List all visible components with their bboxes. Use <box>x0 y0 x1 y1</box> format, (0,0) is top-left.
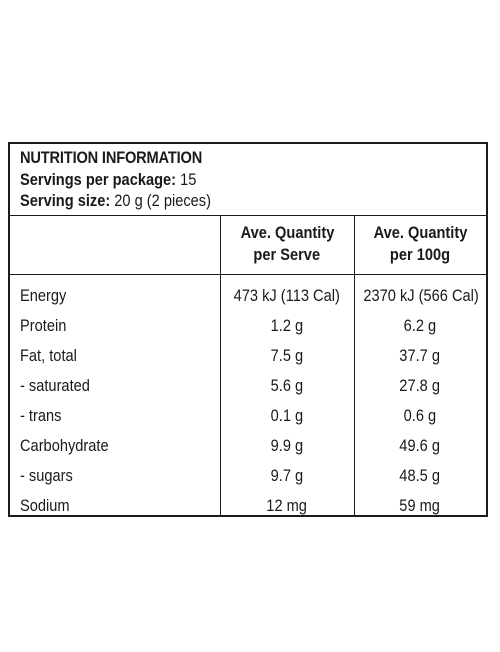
table-row: Sodium 12 mg 59 mg <box>10 492 486 522</box>
serving-size-value: 20 g (2 pieces) <box>114 191 211 210</box>
per-serve-value: 473 kJ (113 Cal) <box>233 286 341 305</box>
table-row: - sugars 9.7 g 48.5 g <box>10 462 486 492</box>
per-100g-line2: per 100g <box>389 245 451 264</box>
per-serve-line2: per Serve <box>253 245 321 264</box>
serving-size: Serving size: 20 g (2 pieces) <box>20 190 421 211</box>
nutrient-name: Carbohydrate <box>20 436 109 455</box>
column-header-per-100g: Ave. Quantity per 100g <box>354 222 486 266</box>
per-serve-value: 1.2 g <box>270 316 304 335</box>
servings-per-package: Servings per package: 15 <box>20 169 421 190</box>
nutrient-name: Energy <box>20 286 67 305</box>
table-row: - trans 0.1 g 0.6 g <box>10 402 486 432</box>
column-header-divider <box>10 274 486 275</box>
table-row: Protein 1.2 g 6.2 g <box>10 312 486 342</box>
nutrient-name: Sodium <box>20 496 70 515</box>
per-100g-value: 2370 kJ (566 Cal) <box>363 286 479 305</box>
per-100g-value: 37.7 g <box>399 346 441 365</box>
per-serve-line1: Ave. Quantity <box>240 223 334 242</box>
per-100g-value: 49.6 g <box>399 436 441 455</box>
panel-title: NUTRITION INFORMATION <box>20 148 203 167</box>
per-serve-value: 7.5 g <box>270 346 304 365</box>
column-divider-1 <box>220 216 221 515</box>
servings-label: Servings per package: <box>20 170 177 189</box>
column-divider-2 <box>354 216 355 515</box>
table-row: Carbohydrate 9.9 g 49.6 g <box>10 432 486 462</box>
per-100g-value: 27.8 g <box>399 376 441 395</box>
nutrition-panel: NUTRITION INFORMATION Servings per packa… <box>8 142 488 517</box>
per-100g-value: 48.5 g <box>399 466 441 485</box>
per-serve-value: 12 mg <box>266 496 308 515</box>
per-serve-value: 9.9 g <box>270 436 304 455</box>
per-100g-value: 6.2 g <box>403 316 437 335</box>
table-row: Fat, total 7.5 g 37.7 g <box>10 342 486 372</box>
per-serve-value: 0.1 g <box>270 406 304 425</box>
nutrient-name: - saturated <box>20 376 90 395</box>
nutrient-rows: Energy 473 kJ (113 Cal) 2370 kJ (566 Cal… <box>10 282 486 522</box>
table-row: - saturated 5.6 g 27.8 g <box>10 372 486 402</box>
per-100g-line1: Ave. Quantity <box>373 223 467 242</box>
nutrient-name: - trans <box>20 406 62 425</box>
panel-header: NUTRITION INFORMATION Servings per packa… <box>10 144 486 216</box>
table-row: Energy 473 kJ (113 Cal) 2370 kJ (566 Cal… <box>10 282 486 312</box>
column-header-per-serve: Ave. Quantity per Serve <box>220 222 354 266</box>
per-serve-value: 5.6 g <box>270 376 304 395</box>
servings-value: 15 <box>180 170 197 189</box>
nutrient-name: - sugars <box>20 466 73 485</box>
nutrient-name: Protein <box>20 316 67 335</box>
per-serve-value: 9.7 g <box>270 466 304 485</box>
serving-size-label: Serving size: <box>20 191 111 210</box>
per-100g-value: 59 mg <box>399 496 441 515</box>
nutrient-name: Fat, total <box>20 346 77 365</box>
per-100g-value: 0.6 g <box>403 406 437 425</box>
